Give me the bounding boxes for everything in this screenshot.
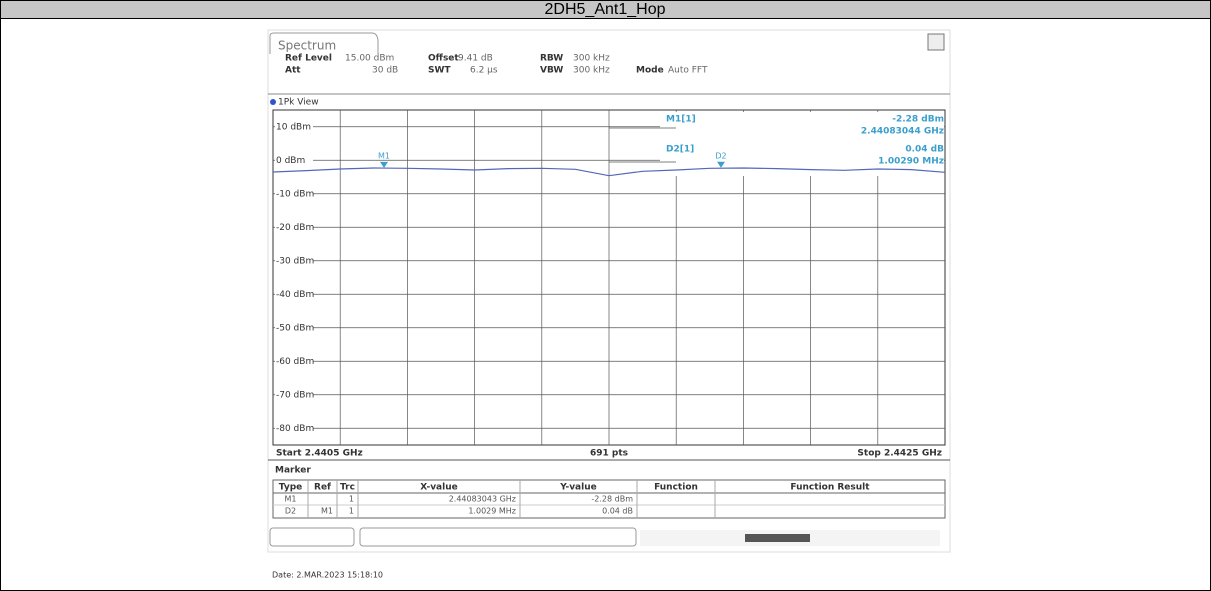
tick-label-bg [275,187,313,200]
setting-value: 6.2 µs [470,66,498,76]
table-cell: D2 [285,507,296,516]
setting-label: Offset [428,54,459,64]
y-tick-label: -30 dBm [276,256,314,266]
column-header: X-value [420,483,457,493]
setting-value: 9.41 dB [458,54,493,64]
table-cell: 1.0029 MHz [468,507,516,516]
setting-value: 300 kHz [573,54,610,64]
tick-label-bg [275,422,313,435]
readout-level: -2.28 dBm [892,115,944,125]
table-cell: M1 [285,495,297,504]
date: Date: 2.MAR.2023 15:18:10 [272,571,383,580]
y-tick-label: 0 dBm [276,156,305,166]
y-tick-label: -80 dBm [276,424,314,434]
y-tick-label: -60 dBm [276,357,314,367]
setting-value: Auto FFT [668,66,708,76]
tick-label-bg [275,254,313,267]
column-header: Ref [314,483,331,493]
y-tick-label: -40 dBm [276,290,314,300]
y-tick-label: -50 dBm [276,323,314,333]
setting-value: 15.00 dBm [345,54,394,64]
tab-label: Spectrum [278,39,336,53]
tick-label-bg [275,221,313,234]
tab [269,32,379,54]
table-cell: 2.44083043 GHz [449,495,516,504]
table-cell: 1 [349,507,354,516]
y-tick-label: 10 dBm [276,122,311,132]
readout-position: 2.44083044 GHz [861,127,944,137]
table [272,479,946,519]
readout-name: D2[1] [666,145,694,155]
view-label: 1Pk View [278,98,319,108]
column-header: Function Result [790,483,870,493]
tick-label-bg [275,321,313,334]
readout-bg [660,112,944,176]
readout-position: 1.00290 MHz [878,157,944,167]
setting-value: 300 kHz [573,66,610,76]
table-cell: M1 [321,507,333,516]
start-label: Start 2.4405 GHz [276,449,363,459]
setting-label: VBW [540,66,563,76]
tick-label-bg [275,388,313,401]
setting-label: Mode [636,66,664,76]
stop-label: Stop 2.4425 GHz [857,449,942,459]
y-tick-label: -20 dBm [276,223,314,233]
points-label: 691 pts [590,449,628,459]
icon [927,33,945,51]
setting-value: 30 dB [372,66,398,76]
marker-label: D2 [715,151,726,160]
y-tick-label: -70 dBm [276,390,314,400]
softkey [359,527,637,547]
table-cell: -2.28 dBm [591,495,633,504]
table-cell: 1 [349,495,354,504]
table-title: Marker [275,466,311,476]
setting-label: SWT [428,66,451,76]
status-indicator [745,534,810,542]
setting-label: Att [285,66,301,76]
tick-label-bg [275,120,313,133]
column-header: Function [654,483,698,493]
column-header: Y-value [559,483,596,493]
setting-label: Ref Level [285,54,332,64]
table-cell: 0.04 dB [602,507,633,516]
y-tick-label: -10 dBm [276,189,314,199]
tick-label-bg [275,355,313,368]
tick-label-bg [275,288,313,301]
setting-label: RBW [540,54,563,64]
marker-label: M1 [378,151,390,160]
marker [380,161,389,168]
column-header: Trc [340,483,355,493]
marker [717,161,726,168]
trace [272,167,946,177]
column-header: Type [279,483,302,493]
softkey [269,527,355,547]
tick-label-bg [275,154,313,167]
view-dot [270,99,276,105]
readout-name: M1[1] [666,115,696,125]
title: 2DH5_Ant1_Hop [545,1,666,18]
readout-level: 0.04 dB [905,145,944,155]
